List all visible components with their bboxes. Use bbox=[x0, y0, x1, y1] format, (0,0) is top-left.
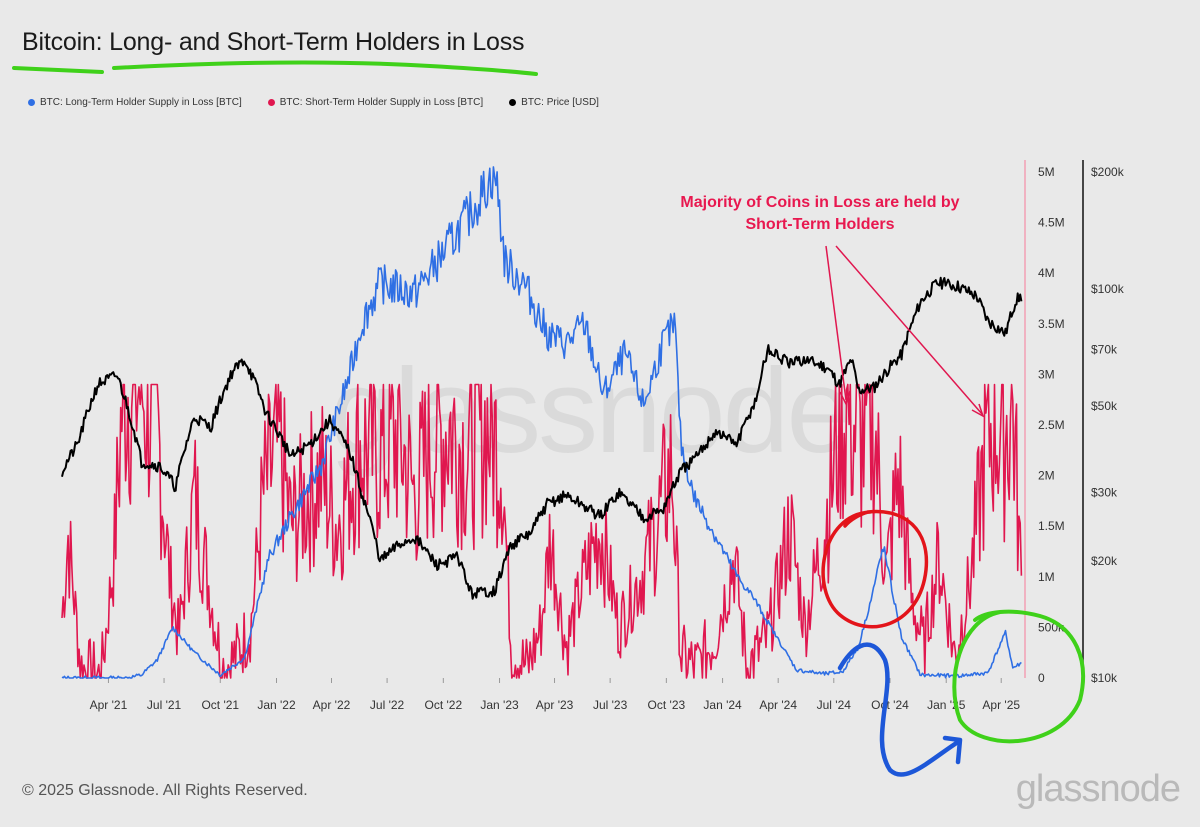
x-tick-label: Apr '25 bbox=[982, 698, 1020, 712]
markup-group bbox=[12, 60, 1086, 777]
y-right-tick-label: $30k bbox=[1091, 485, 1118, 499]
highlight-circle-red bbox=[821, 509, 929, 629]
x-tick-label: Jan '24 bbox=[703, 698, 742, 712]
x-tick-label: Jul '22 bbox=[370, 698, 405, 712]
sth-line bbox=[61, 383, 1023, 679]
y-right-tick-label: $100k bbox=[1091, 282, 1125, 296]
annotation-arrow-2 bbox=[835, 245, 983, 415]
y-left-tick-label: 4.5M bbox=[1038, 216, 1065, 230]
legend-label-sth: BTC: Short-Term Holder Supply in Loss [B… bbox=[279, 97, 484, 108]
y-left-tick-label: 2M bbox=[1038, 469, 1055, 483]
price-line bbox=[61, 276, 1023, 600]
legend-item-price[interactable]: BTC: Price [USD] bbox=[509, 97, 599, 108]
annotation-arrowhead-2 bbox=[971, 403, 985, 418]
x-tick-label: Jan '25 bbox=[927, 698, 966, 712]
legend-label-lth: BTC: Long-Term Holder Supply in Loss [BT… bbox=[40, 97, 242, 108]
legend-swatch-sth bbox=[267, 99, 275, 106]
x-tick-label: Oct '24 bbox=[871, 698, 909, 712]
title-underline-left bbox=[12, 66, 104, 74]
y-left-tick-label: 3.5M bbox=[1038, 317, 1065, 331]
annotation-text: Majority of Coins in Loss are held by Sh… bbox=[680, 194, 960, 233]
annotation-arrowhead-1 bbox=[839, 390, 851, 407]
x-tick-label: Oct '21 bbox=[201, 698, 239, 712]
x-tick-label: Jan '22 bbox=[257, 698, 296, 712]
y-left-tick-label: 0 bbox=[1038, 671, 1045, 685]
legend-label-price: BTC: Price [USD] bbox=[521, 97, 599, 108]
y-right-tick-label: $20k bbox=[1091, 554, 1118, 568]
legend: BTC: Long-Term Holder Supply in Loss [BT… bbox=[28, 97, 599, 108]
x-tick-label: Oct '23 bbox=[648, 698, 686, 712]
x-tick-label: Oct '22 bbox=[424, 698, 462, 712]
y-left-tick-label: 3M bbox=[1038, 367, 1055, 381]
y-left-tick-label: 4M bbox=[1038, 266, 1055, 280]
x-tick-label: Apr '23 bbox=[536, 698, 574, 712]
y-right-tick-label: $50k bbox=[1091, 399, 1118, 413]
x-tick-label: Apr '22 bbox=[313, 698, 351, 712]
y-right-tick-label: $200k bbox=[1091, 165, 1125, 179]
chart-title: Bitcoin: Long- and Short-Term Holders in… bbox=[22, 28, 525, 56]
legend-item-sth[interactable]: BTC: Short-Term Holder Supply in Loss [B… bbox=[267, 97, 484, 108]
x-tick-label: Jul '21 bbox=[147, 698, 182, 712]
title-underline-right bbox=[112, 60, 538, 76]
brand-logo-text: glassnode bbox=[1015, 768, 1181, 810]
y-left-tick-label: 1.5M bbox=[1038, 519, 1065, 533]
lth-series-group bbox=[61, 166, 1022, 679]
x-tick-label: Apr '24 bbox=[759, 698, 797, 712]
lth-line bbox=[61, 166, 1022, 679]
y-left-tick-label: 2.5M bbox=[1038, 418, 1065, 432]
x-tick-label: Jul '24 bbox=[817, 698, 852, 712]
price-series-group bbox=[61, 276, 1023, 600]
highlight-arrow-blue bbox=[837, 642, 961, 777]
highlight-circle-green bbox=[952, 609, 1086, 744]
legend-item-lth[interactable]: BTC: Long-Term Holder Supply in Loss [BT… bbox=[28, 97, 242, 108]
legend-swatch-price bbox=[509, 99, 517, 106]
sth-series-group bbox=[61, 383, 1023, 679]
highlight-arrowhead-blue bbox=[942, 735, 963, 765]
legend-swatch-lth bbox=[28, 99, 35, 106]
x-tick-label: Jan '23 bbox=[480, 698, 519, 712]
x-tick-label: Jul '23 bbox=[593, 698, 628, 712]
y-left-tick-label: 1M bbox=[1038, 570, 1055, 584]
y-right-tick-label: $70k bbox=[1091, 342, 1118, 356]
x-tick-label: Apr '21 bbox=[90, 698, 128, 712]
annotation-arrow-1 bbox=[825, 245, 847, 401]
copyright-footer: © 2025 Glassnode. All Rights Reserved. bbox=[22, 782, 308, 799]
y-left-tick-label: 5M bbox=[1038, 165, 1055, 179]
y-right-tick-label: $10k bbox=[1091, 671, 1118, 685]
